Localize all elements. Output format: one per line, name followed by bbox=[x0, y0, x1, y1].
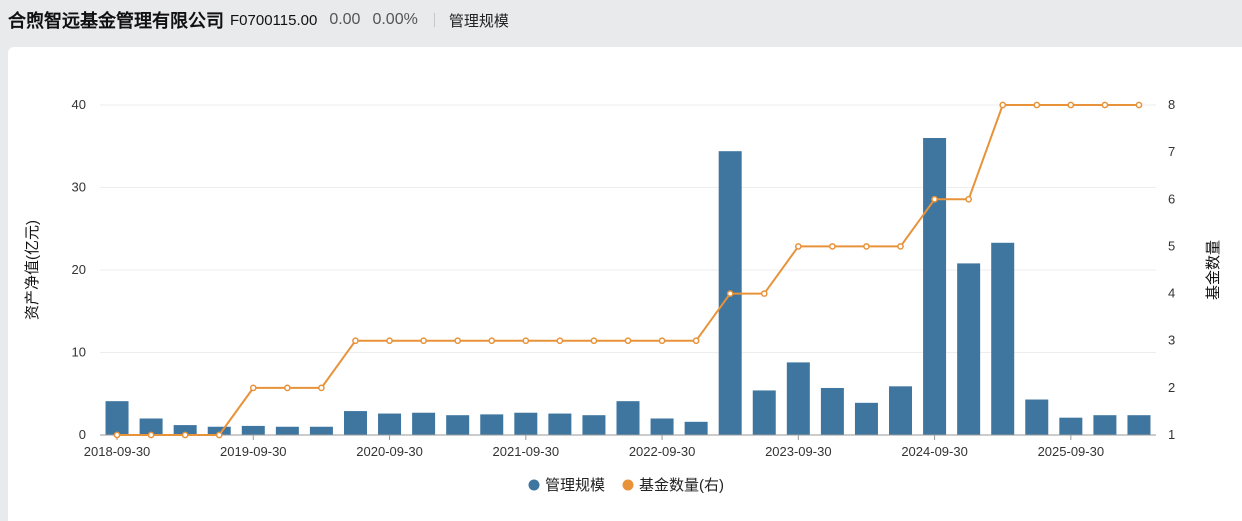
bar bbox=[207, 426, 231, 435]
x-tick-label: 2024-09-30 bbox=[901, 444, 968, 459]
bar bbox=[275, 426, 299, 435]
fund-count-point bbox=[692, 337, 700, 345]
bar bbox=[173, 425, 197, 435]
y-right-tick-label: 2 bbox=[1168, 380, 1175, 395]
y-left-tick-label: 40 bbox=[72, 97, 86, 112]
x-tick-label: 2018-09-30 bbox=[84, 444, 151, 459]
header-divider bbox=[433, 13, 435, 27]
fund-count-point bbox=[522, 337, 530, 345]
fund-count-point bbox=[999, 101, 1007, 109]
fund-count-point bbox=[318, 384, 325, 392]
fund-count-point bbox=[113, 431, 121, 439]
tab-management-scale[interactable]: 管理规模 bbox=[448, 12, 509, 30]
bar bbox=[514, 412, 538, 435]
fund-count-point bbox=[590, 337, 598, 345]
bar bbox=[378, 413, 402, 435]
y-right-tick-label: 3 bbox=[1168, 333, 1175, 348]
fund-count-point bbox=[897, 243, 904, 250]
bar bbox=[650, 418, 674, 435]
y-left-tick-label: 20 bbox=[72, 262, 86, 277]
x-tick-label: 2020-09-30 bbox=[356, 444, 423, 459]
y-right-tick-label: 7 bbox=[1168, 144, 1175, 159]
fund-count-point bbox=[215, 431, 223, 439]
bar bbox=[309, 426, 333, 435]
bar bbox=[616, 401, 640, 435]
bar bbox=[957, 263, 981, 435]
fund-count-point bbox=[284, 384, 291, 392]
fund-count-point bbox=[726, 290, 734, 297]
bar bbox=[854, 402, 878, 435]
bar bbox=[412, 412, 436, 435]
fund-count-point bbox=[454, 337, 462, 345]
combo-chart: 0 10 20 30 40 1 2 3 4 5 6 7 8 资产净值(亿元) 基金数量 2018-09-30 2… bbox=[24, 97, 1222, 494]
bar bbox=[241, 425, 265, 435]
fund-count-point bbox=[420, 337, 427, 345]
bar bbox=[1093, 415, 1117, 435]
x-tick-label: 2021-09-30 bbox=[493, 444, 560, 459]
bar bbox=[1127, 415, 1151, 435]
bar bbox=[139, 418, 163, 435]
bar bbox=[991, 242, 1015, 435]
bar bbox=[684, 421, 708, 435]
fund-count-point bbox=[386, 337, 393, 345]
company-name: 合煦智远基金管理有限公司 bbox=[8, 11, 224, 31]
y-right-tick-label: 1 bbox=[1168, 427, 1175, 442]
fund-count-point bbox=[352, 337, 359, 345]
fund-count-point bbox=[1135, 101, 1143, 109]
y-right-tick-label: 6 bbox=[1168, 191, 1175, 206]
bar bbox=[446, 415, 470, 435]
y-left-tick-label: 10 bbox=[72, 345, 86, 360]
fund-count-point bbox=[863, 243, 870, 250]
bar bbox=[343, 411, 367, 435]
y-left-axis-title: 资产净值(亿元) bbox=[24, 220, 41, 320]
legend-label-bar: 管理规模 bbox=[545, 477, 605, 494]
chart-card: 0 10 20 30 40 1 2 3 4 5 6 7 8 资产净值(亿元) 基金数量 2018-09-30 2… bbox=[8, 47, 1242, 521]
x-tick-label: 2023-09-30 bbox=[765, 444, 832, 459]
bar bbox=[923, 138, 947, 435]
y-left-tick-label: 0 bbox=[79, 427, 86, 442]
fund-count-point bbox=[931, 195, 938, 203]
x-tick-label: 2025-09-30 bbox=[1038, 444, 1105, 459]
fund-count-point bbox=[965, 195, 972, 203]
fund-count-point bbox=[658, 337, 666, 345]
bar bbox=[105, 401, 129, 435]
bar bbox=[820, 387, 844, 435]
fund-count-point bbox=[829, 243, 836, 250]
fund-count-point bbox=[624, 337, 632, 345]
x-tick-label: 2019-09-30 bbox=[220, 444, 287, 459]
y-right-axis-title: 基金数量 bbox=[1205, 240, 1222, 300]
bar bbox=[1059, 417, 1083, 435]
fund-count-point bbox=[249, 384, 257, 392]
fund-count-point bbox=[794, 243, 802, 250]
fund-count-point bbox=[181, 431, 189, 439]
fund-count-point bbox=[1101, 101, 1109, 109]
bar bbox=[480, 414, 504, 435]
legend-marker-line bbox=[622, 479, 634, 491]
y-right-tick-label: 8 bbox=[1168, 97, 1175, 112]
value-readout: 0.00 bbox=[329, 11, 361, 28]
change-percent: 0.00% bbox=[372, 11, 418, 28]
bar bbox=[752, 390, 776, 435]
y-right-tick-label: 4 bbox=[1168, 286, 1175, 301]
bar bbox=[786, 362, 810, 435]
fund-count-point bbox=[556, 337, 564, 345]
bar bbox=[548, 413, 572, 435]
y-left-tick-label: 30 bbox=[72, 180, 86, 195]
bar bbox=[582, 415, 606, 435]
fund-count-point bbox=[488, 337, 496, 345]
header-bar: 合煦智远基金管理有限公司 F0700115.00 0.00 0.00% 管理规模 bbox=[0, 0, 1242, 40]
x-tick-label: 2022-09-30 bbox=[629, 444, 696, 459]
bar bbox=[1025, 399, 1049, 435]
legend-label-line: 基金数量(右) bbox=[639, 477, 724, 494]
fund-count-point bbox=[1033, 101, 1041, 109]
legend-marker-bar bbox=[528, 479, 540, 491]
bar bbox=[889, 386, 913, 435]
fund-count-point bbox=[147, 431, 155, 439]
fund-count-point bbox=[1067, 101, 1075, 109]
fund-code: F0700115.00 bbox=[230, 11, 318, 29]
fund-count-point bbox=[760, 290, 768, 297]
y-right-tick-label: 5 bbox=[1168, 238, 1175, 253]
